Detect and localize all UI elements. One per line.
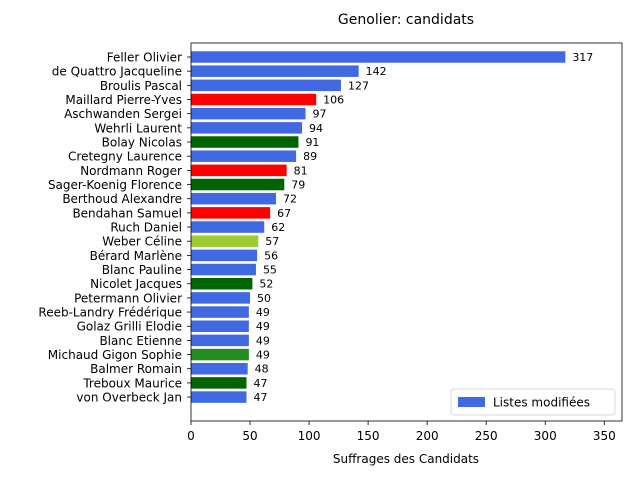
y-tick-label: von Overbeck Jan	[76, 391, 182, 405]
bar-value-label: 72	[283, 193, 297, 206]
x-tick-label: 250	[475, 429, 498, 443]
bar	[191, 306, 249, 318]
y-tick-label: Sager-Koenig Florence	[48, 178, 182, 192]
bar	[191, 79, 341, 92]
bar-value-label: 79	[291, 179, 305, 192]
bar-value-label: 48	[255, 363, 269, 376]
y-tick-label: Treboux Maurice	[82, 376, 182, 390]
legend-label: Listes modifiées	[493, 396, 590, 410]
bar	[191, 51, 566, 63]
legend-swatch	[458, 397, 485, 407]
bar	[191, 277, 253, 290]
bar	[191, 150, 297, 162]
y-tick-label: Blanc Pauline	[102, 263, 182, 277]
y-tick-label: Balmer Romain	[90, 362, 182, 376]
bar-value-label: 47	[254, 377, 268, 390]
y-tick-label: Bendahan Samuel	[72, 206, 182, 220]
y-tick-label: Aschwanden Sergei	[64, 107, 182, 121]
y-tick-label: Blanc Etienne	[99, 334, 182, 348]
bar-value-label: 127	[348, 79, 369, 92]
legend: Listes modifiées	[450, 388, 616, 416]
x-tick-label: 300	[534, 429, 557, 443]
bar-value-label: 49	[256, 349, 270, 362]
bar	[191, 320, 249, 332]
bar-value-label: 49	[256, 320, 270, 333]
bar	[191, 192, 277, 205]
bar-value-label: 50	[257, 292, 271, 305]
bar	[191, 178, 285, 191]
y-tick-label: Wehrli Laurent	[94, 121, 182, 135]
bar	[191, 292, 251, 304]
bar	[191, 235, 259, 247]
y-tick-label: Nordmann Roger	[80, 164, 182, 178]
y-tick-label: Nicolet Jacques	[90, 277, 182, 291]
bar-value-label: 67	[277, 207, 291, 220]
y-tick-label: Weber Céline	[102, 235, 182, 249]
y-tick-label: Michaud Gigon Sophie	[48, 348, 182, 362]
x-tick-label: 350	[593, 429, 616, 443]
y-tick-label: Cretegny Laurence	[68, 150, 182, 164]
y-tick-label: Bérard Marlène	[90, 249, 182, 263]
y-tick-label: Ruch Daniel	[110, 221, 182, 235]
y-tick-label: Bolay Nicolas	[102, 136, 182, 150]
bar	[191, 93, 317, 106]
x-tick-label: 50	[242, 429, 257, 443]
y-tick-label: Berthoud Alexandre	[62, 192, 182, 206]
x-tick-label: 200	[416, 429, 439, 443]
y-tick-label: de Quattro Jacqueline	[52, 65, 182, 79]
y-tick-label: Petermann Olivier	[74, 291, 182, 305]
x-tick-label: 0	[187, 429, 195, 443]
bar-value-label: 106	[323, 94, 344, 107]
bar-value-label: 47	[254, 391, 268, 404]
plot-area: 317 Feller Olivier 142 de Quattro Jacquelin…	[38, 42, 623, 443]
bar-value-label: 49	[256, 306, 270, 319]
bar-value-label: 89	[303, 150, 317, 163]
bar	[191, 136, 299, 148]
bar	[191, 391, 247, 403]
y-tick-label: Feller Olivier	[107, 51, 182, 65]
chart-title: Genolier: candidats	[338, 12, 474, 28]
bar	[191, 334, 249, 347]
bar	[191, 362, 248, 375]
bar	[191, 122, 302, 134]
bar-value-label: 94	[309, 122, 323, 135]
bar	[191, 221, 265, 233]
x-tick-label: 100	[298, 429, 321, 443]
bar	[191, 164, 287, 177]
bar-value-label: 97	[313, 108, 327, 121]
y-tick-label: Broulis Pascal	[100, 79, 182, 93]
bar-value-label: 56	[264, 249, 278, 262]
x-tick-label: 150	[357, 429, 380, 443]
bar-value-label: 55	[263, 264, 277, 277]
legend-box	[450, 388, 616, 416]
y-tick-label: Golaz Grilli Elodie	[77, 320, 182, 334]
bar	[191, 377, 247, 389]
bar-value-label: 81	[294, 164, 308, 177]
bar	[191, 65, 359, 77]
y-tick-label: Maillard Pierre-Yves	[65, 93, 182, 107]
bar	[191, 249, 258, 262]
x-axis-label: Suffrages des Candidats	[333, 452, 479, 466]
bar-value-label: 49	[256, 334, 270, 347]
bar	[191, 348, 249, 361]
bar-value-label: 142	[366, 65, 387, 78]
y-tick-label: Reeb-Landry Frédérique	[38, 306, 182, 320]
bar	[191, 263, 256, 276]
axes-frame	[190, 42, 623, 422]
bar-value-label: 62	[271, 221, 285, 234]
bar	[191, 207, 271, 219]
bar-value-label: 317	[572, 51, 593, 64]
bar	[191, 107, 306, 120]
bar-value-label: 91	[305, 136, 319, 149]
bar-value-label: 52	[259, 278, 273, 291]
bar-value-label: 57	[265, 235, 279, 248]
